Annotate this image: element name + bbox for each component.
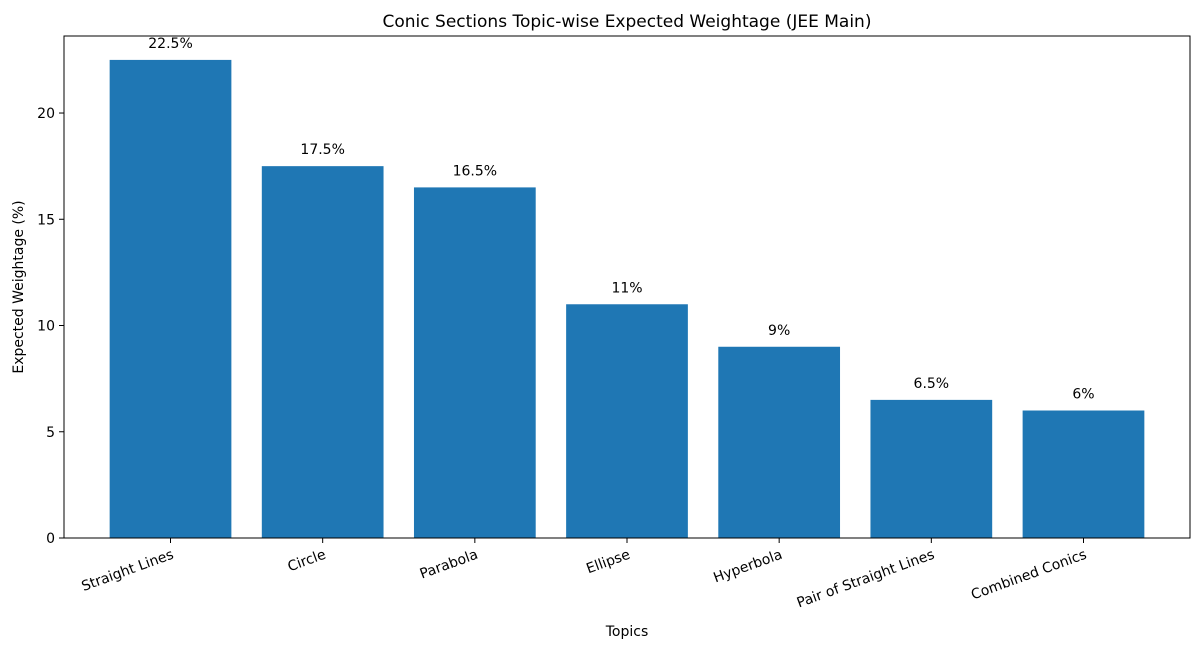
y-axis-label: Expected Weightage (%) [11,200,27,373]
bar-value-label: 11% [611,280,642,296]
bar [718,346,841,538]
bar-value-label: 9% [768,323,790,339]
x-axis-label: Topics [605,624,649,640]
bar [109,59,232,539]
y-tick-label: 20 [37,106,55,122]
bar-value-label: 17.5% [300,142,344,158]
bar [413,187,536,538]
bar-value-label: 6.5% [914,376,950,392]
x-tick-label: Parabola [418,547,480,583]
y-tick-label: 5 [46,425,55,441]
bar-value-label: 22.5% [148,36,192,52]
plot-frame [63,35,1191,539]
bar-value-label: 16.5% [453,163,497,179]
bar [1022,410,1145,538]
bar-value-label: 6% [1072,387,1094,403]
y-tick-label: 10 [37,319,55,335]
y-tick-label: 15 [37,212,55,228]
bars-group: 22.5% 17.5% 16.5% 11% 9% 6.5% 6% [109,36,1145,539]
bar [261,166,384,539]
x-tick-label: Pair of Straight Lines [795,547,937,612]
x-tick-label: Hyperbola [711,547,784,587]
x-axis: Straight Lines Circle Parabola Ellipse Hyper… [79,538,1089,612]
x-tick-label: Combined Conics [969,547,1089,604]
y-axis: 0 5 10 15 20 [37,106,64,547]
bar [566,304,688,538]
y-tick-label: 0 [46,531,55,547]
x-tick-label: Circle [286,547,328,575]
chart-title: Conic Sections Topic-wise Expected Weigh… [383,12,872,32]
bar [870,399,993,538]
x-tick-label: Straight Lines [79,547,175,595]
x-tick-label: Ellipse [584,547,632,578]
